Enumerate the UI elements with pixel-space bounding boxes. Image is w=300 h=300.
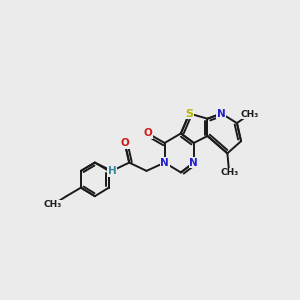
Text: S: S xyxy=(185,109,194,118)
Text: H: H xyxy=(107,166,116,176)
Text: N: N xyxy=(189,158,198,168)
Text: N: N xyxy=(217,109,226,118)
Text: CH₃: CH₃ xyxy=(44,200,62,209)
Text: N: N xyxy=(160,158,169,168)
Text: H: H xyxy=(107,166,116,176)
Text: O: O xyxy=(120,138,129,148)
Text: CH₃: CH₃ xyxy=(220,168,238,177)
Text: O: O xyxy=(144,128,152,138)
Text: CH₃: CH₃ xyxy=(241,110,259,118)
